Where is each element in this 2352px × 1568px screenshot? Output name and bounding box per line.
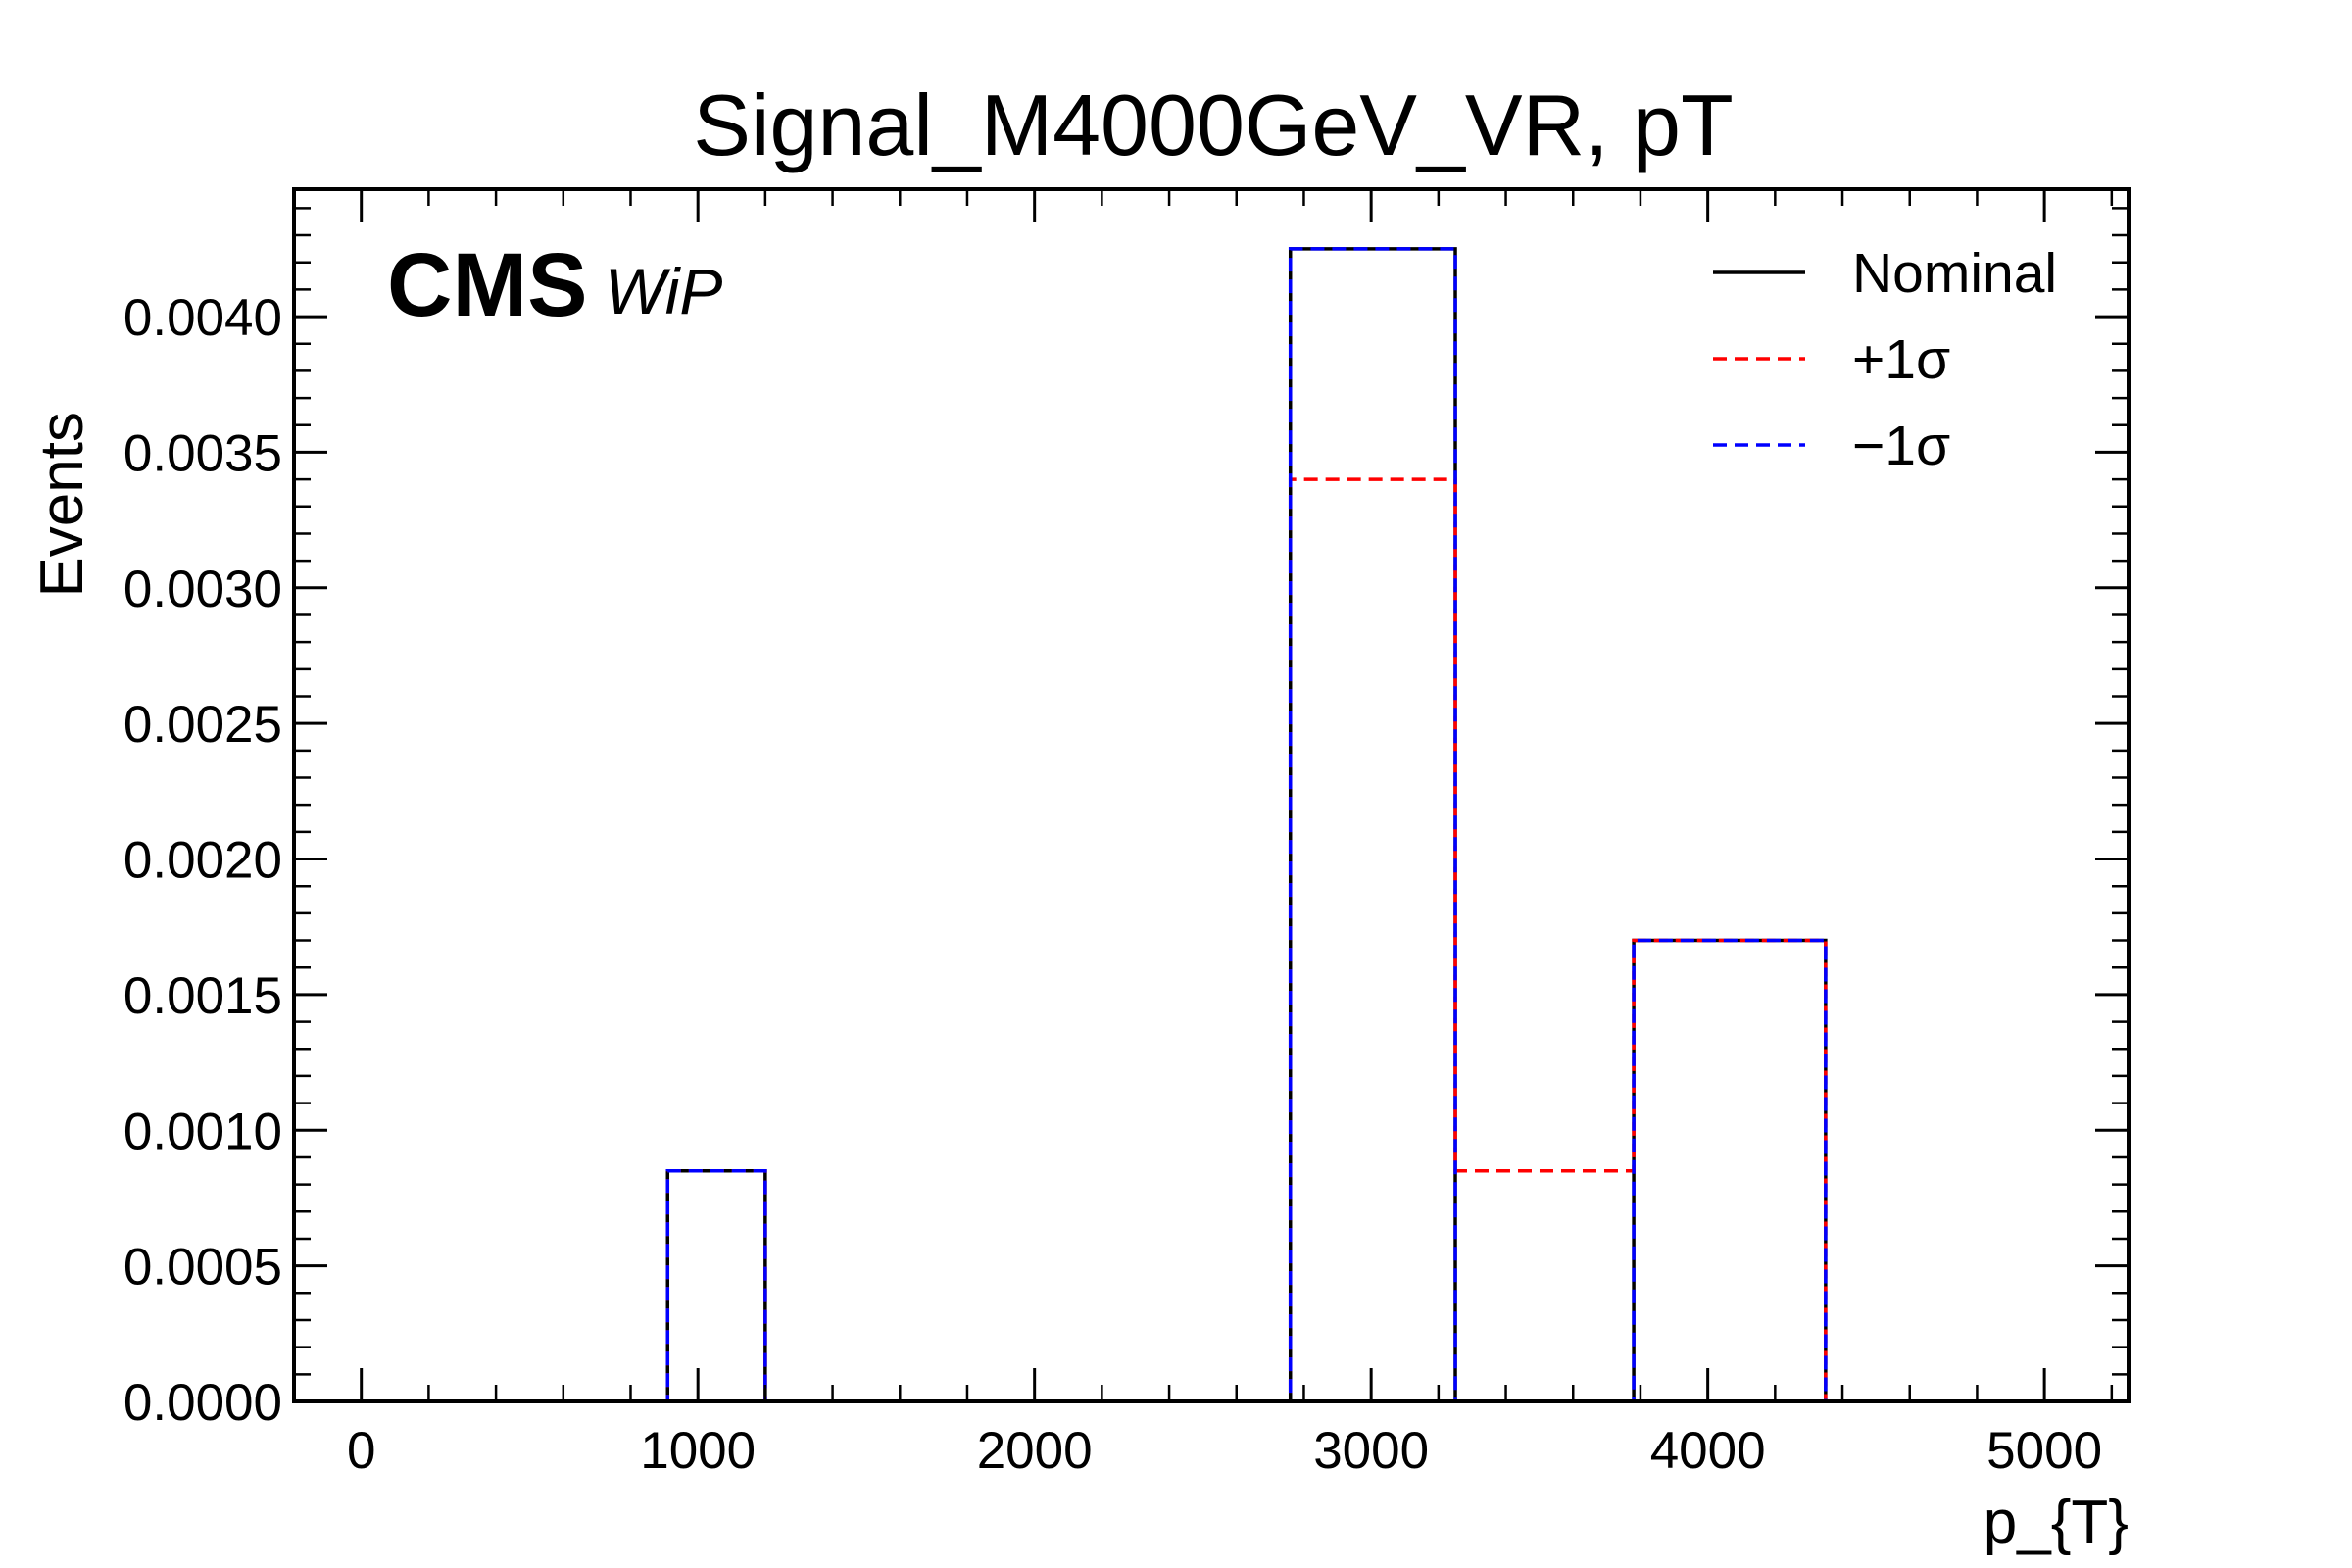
x-tick-label: 1000 (640, 1422, 756, 1480)
cms-label: CMS (387, 235, 587, 335)
y-tick-label: 0.0000 (123, 1374, 282, 1432)
y-tick-label: 0.0040 (123, 289, 282, 347)
y-tick-label: 0.0030 (123, 561, 282, 618)
x-tick-label: 2000 (977, 1422, 1093, 1480)
legend-label-2: −1σ (1852, 415, 1950, 477)
x-tick-label: 0 (347, 1422, 375, 1480)
x-tick-label: 4000 (1650, 1422, 1766, 1480)
y-tick-label: 0.0010 (123, 1102, 282, 1160)
plot-frame (292, 187, 2131, 1403)
x-axis-label: p_{T} (1984, 1489, 2129, 1556)
legend-label-0: Nominal (1852, 242, 2057, 305)
y-tick-label: 0.0025 (123, 696, 282, 754)
y-tick-label: 0.0035 (123, 424, 282, 482)
wip-label: WiP (605, 255, 722, 327)
y-tick-label: 0.0015 (123, 967, 282, 1025)
x-tick-label: 3000 (1313, 1422, 1429, 1480)
x-tick-label: 5000 (1986, 1422, 2102, 1480)
legend-label-1: +1σ (1852, 328, 1950, 391)
y-tick-label: 0.0020 (123, 832, 282, 890)
y-axis-label: Events (28, 412, 96, 598)
series-line-2 (294, 247, 2129, 1403)
y-tick-label: 0.0005 (123, 1239, 282, 1297)
legend: Nominal +1σ −1σ (1713, 242, 2057, 477)
chart-title: Signal_M4000GeV_VR, pT (693, 76, 1734, 173)
series-line-1 (294, 477, 2129, 1403)
